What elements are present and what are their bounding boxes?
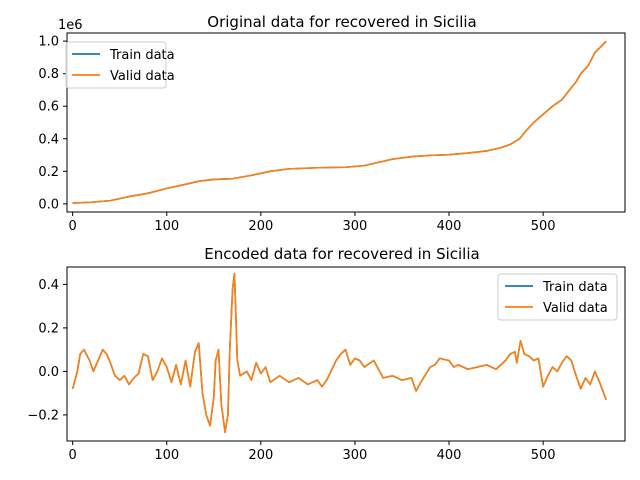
bottom-chart-x-tick-label: 300 bbox=[343, 448, 368, 463]
bottom-chart-legend-train-label: Train data bbox=[542, 280, 608, 295]
top-chart-y-tick-label: 0.4 bbox=[38, 132, 59, 147]
bottom-chart-title: Encoded data for recovered in Sicilia bbox=[204, 245, 479, 263]
top-chart-x-tick-label: 300 bbox=[343, 219, 368, 234]
top-chart-y-tick-label: 0.2 bbox=[38, 165, 59, 180]
bottom-chart-plot-area: 0 100 200 300 400 500 −0.2 0.0 0.2 0.4 bbox=[27, 266, 626, 463]
top-chart-y-offset-label: 1e6 bbox=[58, 18, 83, 33]
bottom-chart-x-tick-label: 500 bbox=[531, 448, 556, 463]
bottom-chart-axes-frame bbox=[66, 266, 626, 442]
top-chart-legend: Train data Valid data bbox=[65, 41, 175, 89]
top-chart-legend-train-label: Train data bbox=[109, 48, 175, 63]
top-chart-x-tick-label: 500 bbox=[531, 219, 556, 234]
top-chart-series-line-valid bbox=[72, 40, 607, 204]
bottom-chart-x-tick-label: 400 bbox=[437, 448, 462, 463]
bottom-chart: Encoded data for recovered in Sicilia 0 1… bbox=[27, 245, 626, 463]
top-chart-x-tick-label: 0 bbox=[69, 219, 77, 234]
bottom-chart-x-tick-label: 0 bbox=[69, 448, 77, 463]
top-chart-plot-area: 0 100 200 300 400 500 0.0 0.2 0.4 0.6 0.8 1.0 bbox=[38, 32, 626, 234]
bottom-chart-y-tick-label: −0.2 bbox=[27, 408, 59, 423]
bottom-chart-y-tick-label: 0.2 bbox=[38, 321, 59, 336]
top-chart-x-tick-label: 100 bbox=[154, 219, 179, 234]
bottom-chart-y-tick-label: 0.4 bbox=[38, 278, 59, 293]
top-chart-axes-frame bbox=[66, 32, 626, 213]
bottom-chart-x-tick-label: 100 bbox=[154, 448, 179, 463]
top-chart-y-tick-label: 0.8 bbox=[38, 67, 59, 82]
top-chart-title: Original data for recovered in Sicilia bbox=[207, 13, 476, 31]
bottom-chart-x-tick-label: 200 bbox=[248, 448, 273, 463]
top-chart-legend-valid-label: Valid data bbox=[110, 69, 175, 84]
top-chart: Original data for recovered in Sicilia 1… bbox=[38, 13, 626, 234]
bottom-chart-legend-valid-label: Valid data bbox=[543, 301, 608, 316]
top-chart-y-tick-label: 0.0 bbox=[38, 197, 59, 212]
top-chart-y-tick-label: 1.0 bbox=[38, 35, 59, 50]
top-chart-x-tick-label: 400 bbox=[437, 219, 462, 234]
bottom-chart-series-line-valid bbox=[71, 272, 607, 434]
top-chart-x-tick-label: 200 bbox=[248, 219, 273, 234]
bottom-chart-y-tick-label: 0.0 bbox=[38, 365, 59, 380]
top-chart-y-tick-label: 0.6 bbox=[38, 100, 59, 115]
bottom-chart-legend: Train data Valid data bbox=[497, 273, 618, 321]
